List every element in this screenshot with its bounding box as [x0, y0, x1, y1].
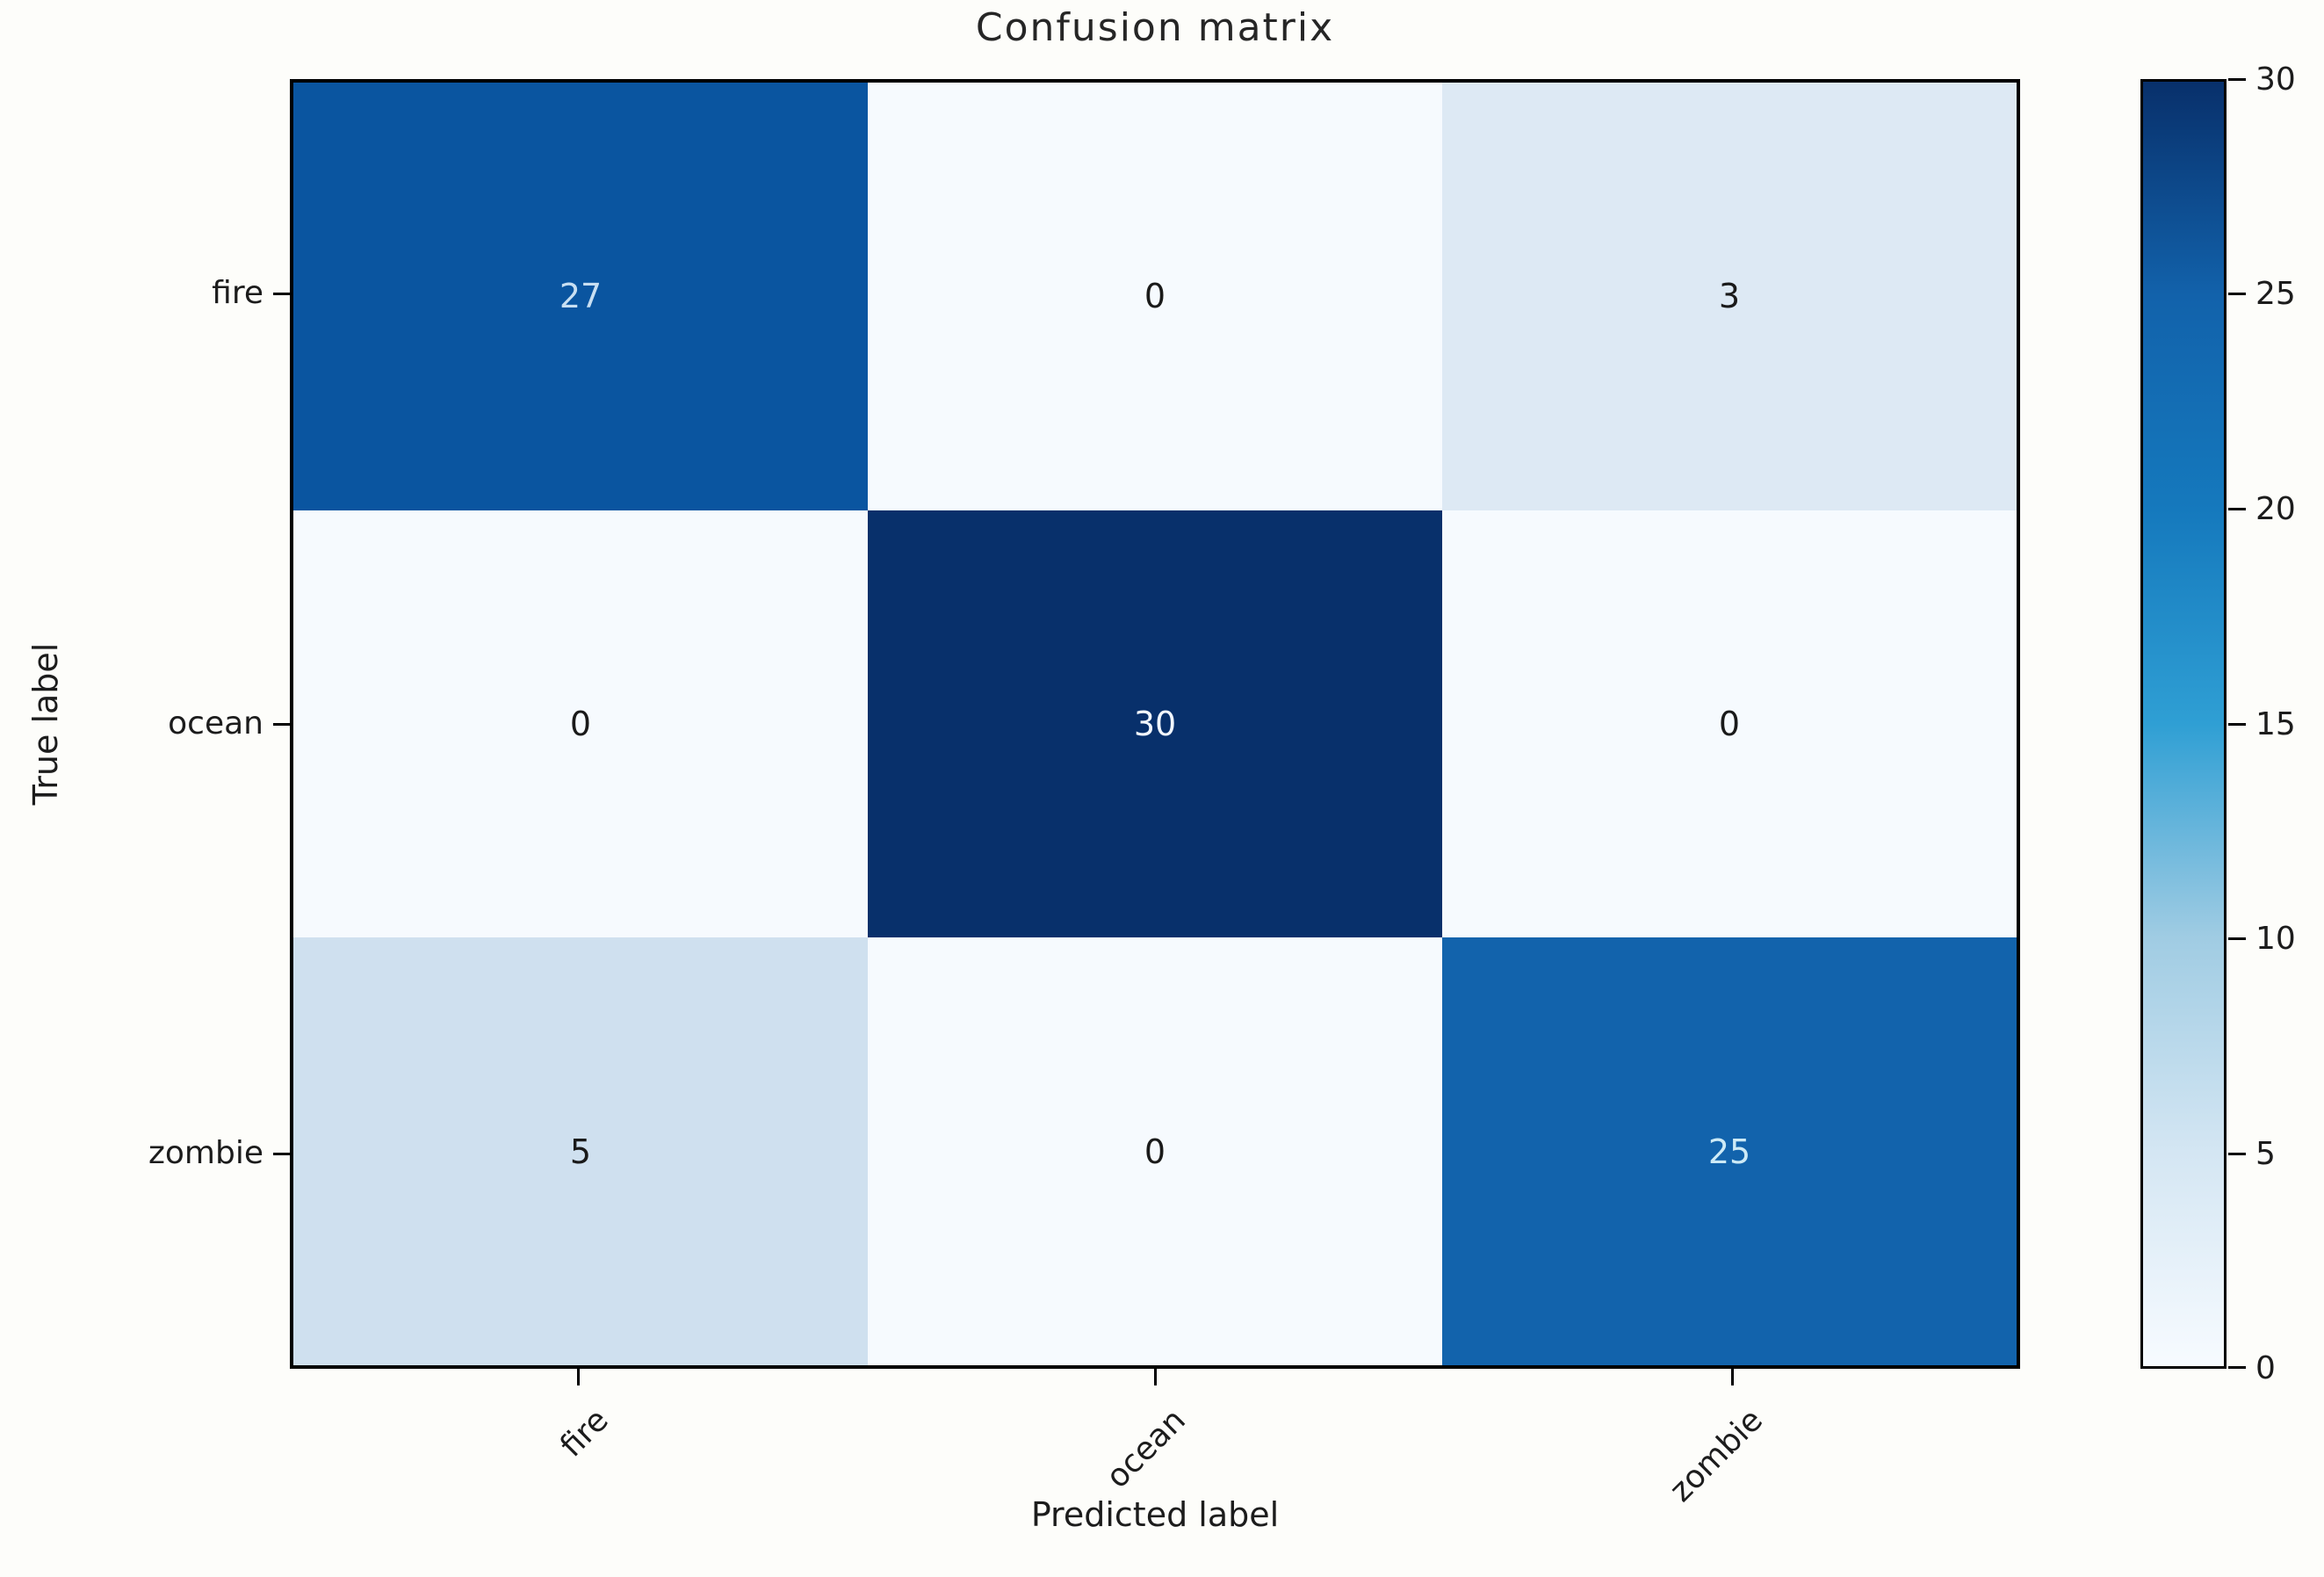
chart-title: Confusion matrix: [975, 5, 1335, 50]
colorbar-gradient: [2140, 79, 2227, 1369]
matrix-cell-ocean-zombie: 0: [1442, 510, 2017, 938]
matrix-cell-zombie-ocean: 0: [868, 937, 1442, 1365]
colorbar-tick-label: 30: [2255, 61, 2296, 98]
colorbar-tick-label: 20: [2255, 491, 2296, 527]
y-tick-label-ocean: ocean: [168, 705, 263, 741]
colorbar-tick-label: 25: [2255, 276, 2296, 312]
heatmap-plot-area: 27 0 3 0 30 0 5 0 25: [290, 79, 2020, 1369]
x-tick-mark: [1154, 1369, 1157, 1385]
matrix-cell-zombie-fire: 5: [293, 937, 868, 1365]
y-tick-mark: [273, 293, 290, 295]
matrix-cell-fire-ocean: 0: [868, 83, 1442, 510]
x-tick-label-zombie: zombie: [1663, 1402, 1770, 1509]
x-tick-label-fire: fire: [553, 1402, 616, 1465]
y-tick-mark: [273, 723, 290, 726]
colorbar-tick-mark: [2228, 723, 2246, 726]
x-tick-mark: [577, 1369, 580, 1385]
matrix-cell-zombie-zombie: 25: [1442, 937, 2017, 1365]
y-tick-label-fire: fire: [212, 275, 263, 311]
matrix-cell-ocean-fire: 0: [293, 510, 868, 938]
colorbar-tick-mark: [2228, 1153, 2246, 1155]
colorbar-tick-mark: [2228, 937, 2246, 940]
colorbar-tick-label: 5: [2255, 1136, 2276, 1172]
colorbar-tick-label: 0: [2255, 1350, 2276, 1386]
matrix-cell-fire-zombie: 3: [1442, 83, 2017, 510]
x-tick-label-ocean: ocean: [1100, 1402, 1193, 1495]
y-axis-label: True label: [26, 642, 65, 806]
x-axis-label: Predicted label: [1030, 1495, 1280, 1534]
colorbar-tick-label: 10: [2255, 921, 2296, 957]
y-tick-label-zombie: zombie: [148, 1135, 263, 1171]
colorbar-tick-label: 15: [2255, 706, 2296, 742]
matrix-cell-fire-fire: 27: [293, 83, 868, 510]
colorbar-tick-mark: [2228, 508, 2246, 510]
colorbar-tick-mark: [2228, 293, 2246, 295]
matrix-cell-ocean-ocean: 30: [868, 510, 1442, 938]
x-tick-mark: [1731, 1369, 1734, 1385]
colorbar-tick-mark: [2228, 78, 2246, 81]
y-tick-mark: [273, 1153, 290, 1155]
colorbar-tick-mark: [2228, 1366, 2246, 1369]
